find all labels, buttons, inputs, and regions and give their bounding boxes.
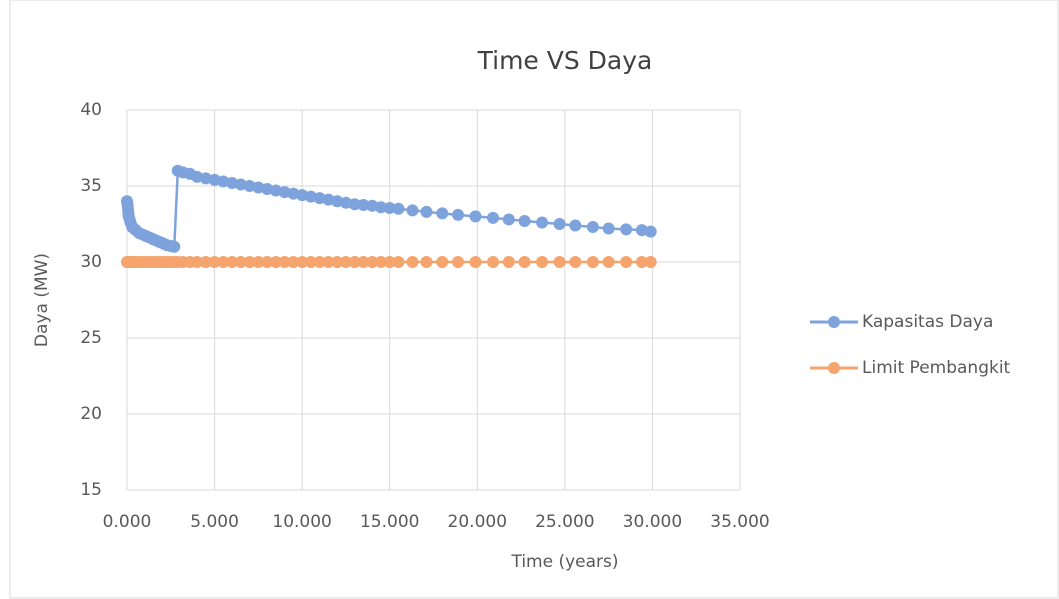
- data-point: [357, 256, 370, 268]
- data-point: [602, 256, 615, 268]
- x-tick-label: 0.000: [103, 512, 152, 532]
- data-point: [620, 256, 633, 268]
- data-point: [518, 214, 531, 227]
- data-point: [586, 221, 599, 234]
- chart-border: [9, 0, 1059, 599]
- y-tick-label: 30: [80, 252, 102, 272]
- data-point: [296, 256, 309, 268]
- data-point: [536, 256, 549, 268]
- data-point: [339, 256, 352, 268]
- data-point: [452, 256, 465, 268]
- data-point: [348, 256, 361, 268]
- data-point: [436, 256, 449, 268]
- x-axis-label: Time (years): [510, 552, 618, 572]
- data-point: [469, 256, 482, 268]
- data-point: [331, 256, 344, 268]
- x-tick-label: 15.000: [360, 512, 419, 532]
- y-tick-label: 25: [80, 328, 102, 348]
- data-point: [553, 256, 566, 268]
- data-point: [502, 213, 515, 226]
- x-tick-label: 30.000: [623, 512, 682, 532]
- data-point: [620, 223, 633, 236]
- y-axis-label: Daya (MW): [32, 253, 52, 347]
- data-point: [487, 256, 500, 268]
- data-point: [383, 256, 396, 268]
- data-point: [322, 256, 335, 268]
- y-tick-label: 20: [80, 404, 102, 424]
- data-point: [217, 256, 230, 268]
- data-point: [226, 256, 239, 268]
- data-point: [644, 256, 657, 268]
- x-tick-label: 35.000: [710, 512, 769, 532]
- data-point: [406, 204, 419, 217]
- data-point: [420, 256, 433, 268]
- x-tick-label: 25.000: [535, 512, 594, 532]
- data-point: [635, 256, 648, 268]
- data-point: [269, 256, 282, 268]
- data-point: [569, 256, 582, 268]
- data-point: [199, 256, 212, 268]
- data-point: [392, 256, 405, 268]
- data-point: [374, 201, 387, 214]
- data-point: [313, 256, 326, 268]
- data-point: [602, 222, 615, 235]
- data-point: [168, 240, 181, 253]
- data-point: [436, 207, 449, 220]
- data-point: [234, 256, 247, 268]
- y-tick-label: 15: [80, 480, 102, 500]
- data-point: [487, 211, 500, 224]
- data-point: [644, 225, 657, 238]
- legend-marker: [828, 362, 840, 374]
- data-point: [261, 256, 274, 268]
- data-point: [357, 199, 370, 211]
- x-tick-label: 20.000: [448, 512, 507, 532]
- data-point: [452, 208, 465, 221]
- data-point: [243, 256, 256, 268]
- legend-label: Limit Pembangkit: [862, 358, 1011, 378]
- x-tick-label: 10.000: [272, 512, 331, 532]
- data-point: [392, 202, 405, 215]
- x-tick-label: 5.000: [190, 512, 239, 532]
- data-point: [469, 210, 482, 223]
- data-point: [536, 216, 549, 229]
- data-point: [553, 218, 566, 230]
- data-point: [383, 202, 396, 215]
- data-point: [420, 205, 433, 218]
- data-point: [586, 256, 599, 268]
- data-point: [569, 219, 582, 232]
- legend-marker: [828, 316, 840, 328]
- chart-title: Time VS Daya: [477, 46, 653, 75]
- data-point: [406, 256, 419, 268]
- data-point: [374, 256, 387, 268]
- data-point: [518, 256, 531, 268]
- data-point: [208, 256, 221, 268]
- data-point: [191, 256, 204, 268]
- legend-label: Kapasitas Daya: [862, 312, 993, 332]
- y-tick-label: 35: [80, 176, 102, 196]
- data-point: [287, 256, 300, 268]
- data-point: [304, 256, 317, 268]
- data-point: [348, 198, 361, 211]
- data-point: [252, 256, 265, 268]
- data-point: [502, 256, 515, 268]
- data-point: [278, 256, 291, 268]
- y-tick-label: 40: [80, 100, 102, 120]
- data-point: [366, 256, 379, 268]
